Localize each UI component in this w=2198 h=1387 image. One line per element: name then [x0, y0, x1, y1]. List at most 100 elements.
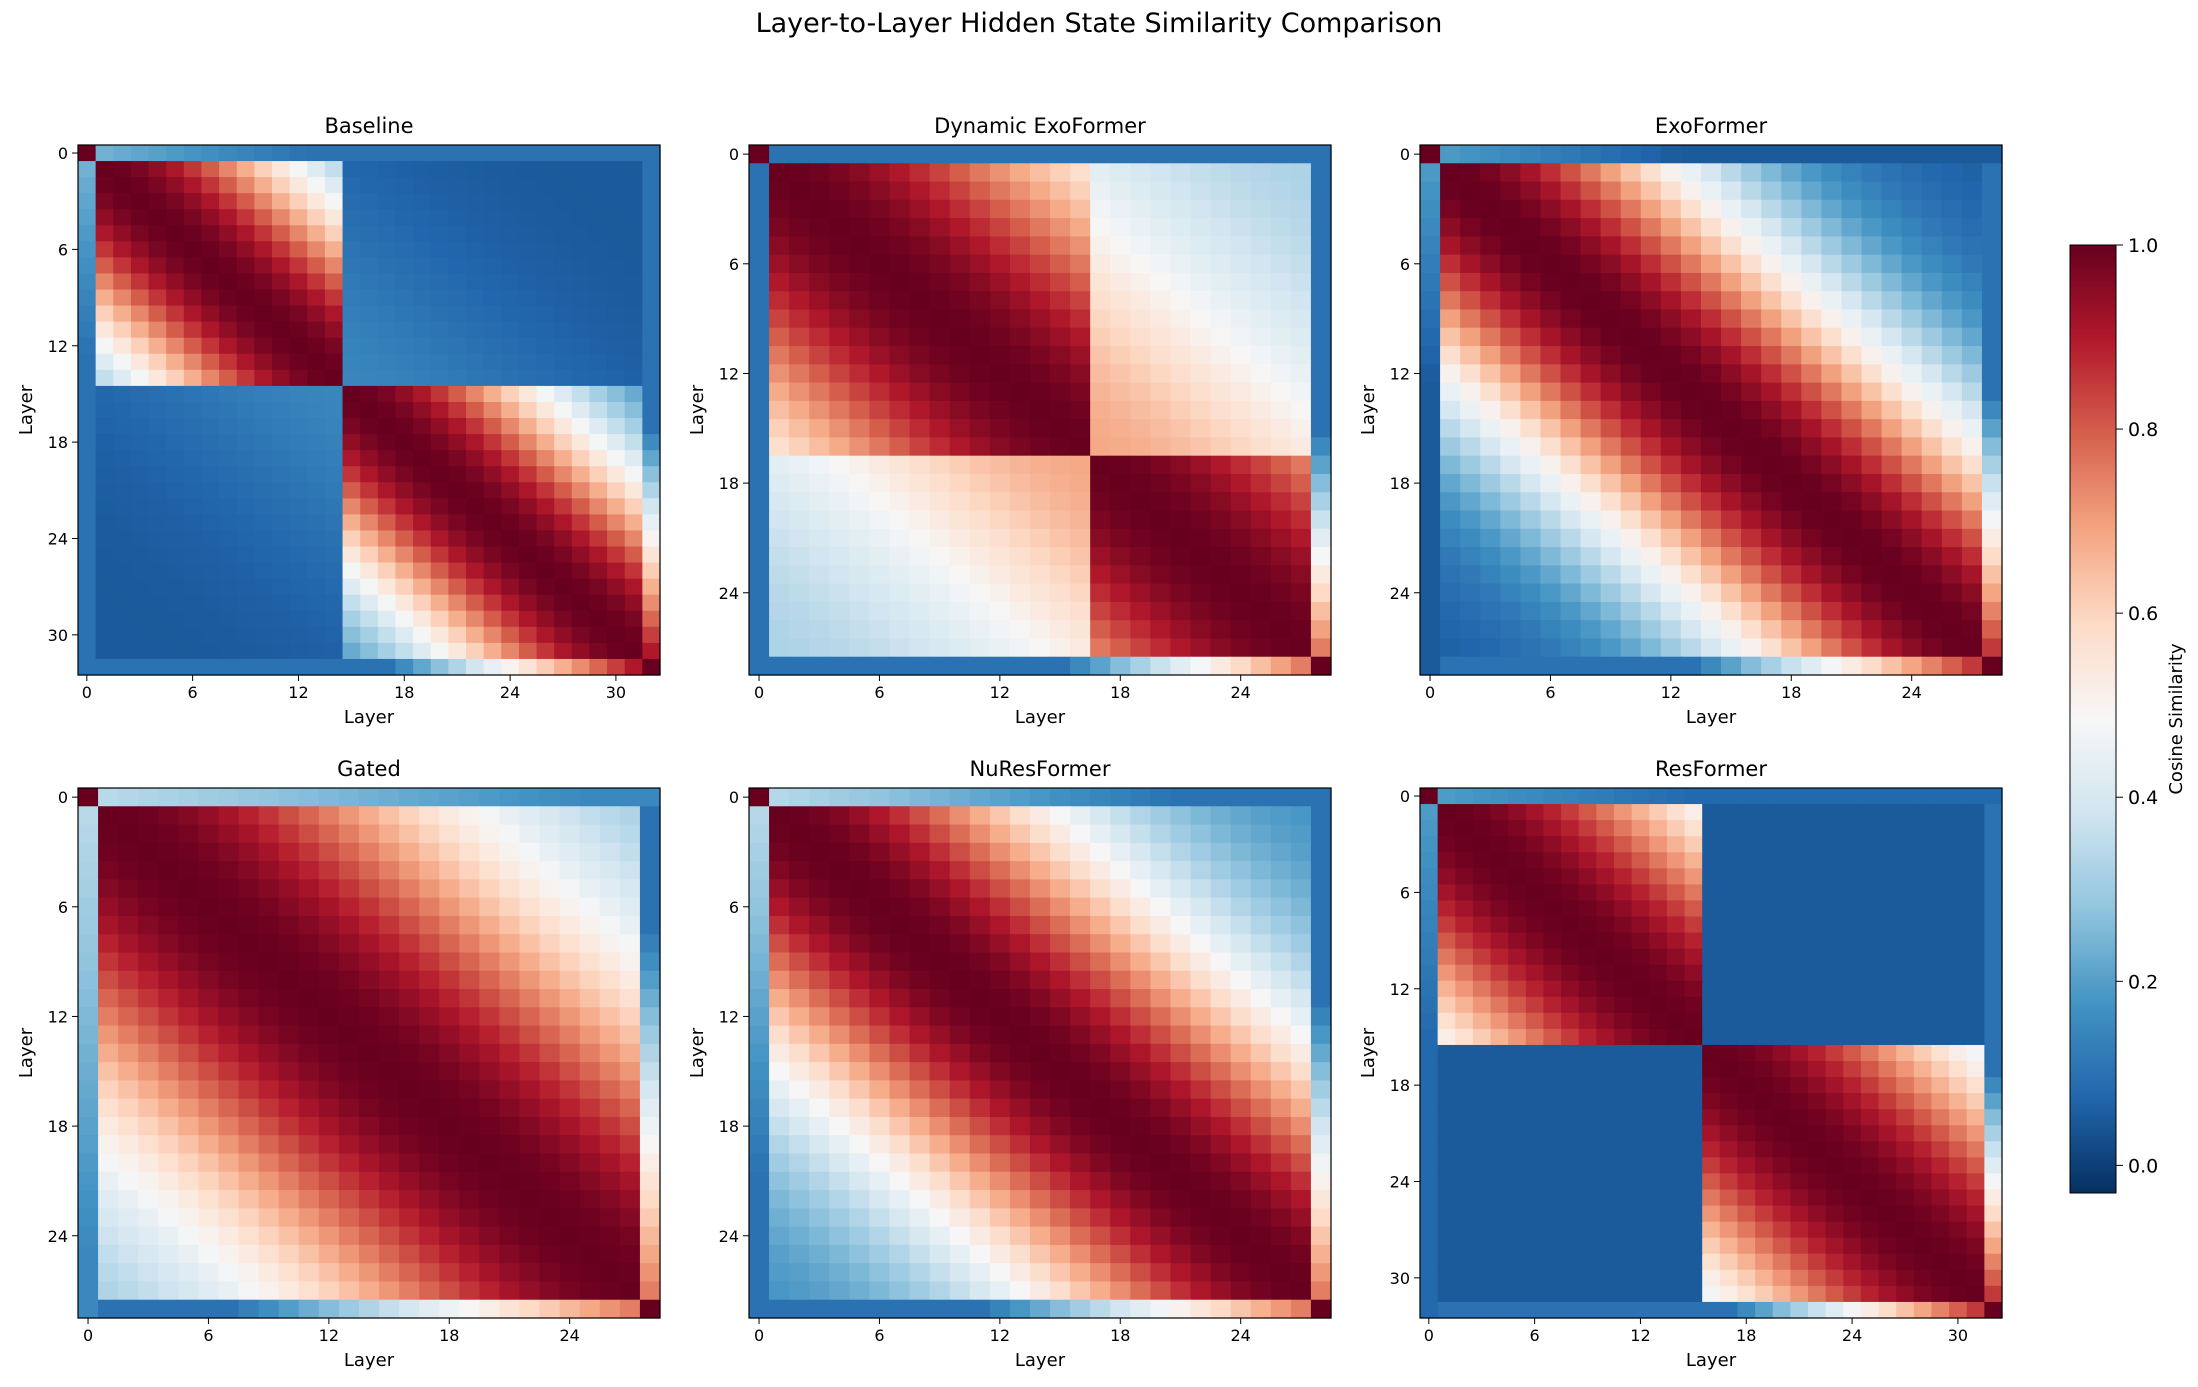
heatmap-cell	[483, 546, 502, 564]
heatmap-cell	[949, 364, 971, 384]
heatmap-cell	[158, 1244, 179, 1264]
heatmap-cell	[1781, 492, 1802, 512]
heatmap-cell	[539, 970, 561, 990]
heatmap-cell	[571, 353, 591, 371]
heatmap-cell	[158, 970, 179, 990]
heatmap-cell	[448, 434, 467, 451]
heatmap-cell	[178, 1007, 200, 1027]
heatmap-cell	[969, 492, 991, 512]
heatmap-cell	[278, 824, 300, 844]
heatmap-cell	[1210, 934, 1232, 954]
heatmap-cell	[289, 369, 308, 387]
heatmap-cell	[399, 806, 420, 826]
heatmap-cell	[829, 492, 850, 512]
heatmap-cell	[501, 578, 520, 596]
heatmap-cell	[1009, 1263, 1031, 1283]
heatmap-cell	[118, 861, 139, 880]
heatmap-cell	[1029, 970, 1051, 990]
heatmap-cell	[1009, 473, 1031, 493]
heatmap-cell	[1050, 934, 1071, 954]
heatmap-cell	[989, 1171, 1011, 1191]
heatmap-cell	[1290, 236, 1312, 256]
heatmap-cell	[1110, 254, 1131, 274]
heatmap-cell	[1480, 437, 1501, 457]
heatmap-cell	[1901, 565, 1923, 585]
heatmap-cell	[571, 321, 591, 339]
heatmap-cell	[1110, 1080, 1131, 1100]
heatmap-cell	[479, 989, 501, 1008]
heatmap-cell	[1310, 788, 1332, 807]
heatmap-cell	[1961, 565, 1983, 585]
heatmap-cell	[969, 236, 991, 256]
heatmap-cell	[278, 1098, 300, 1118]
heatmap-cell	[1480, 364, 1501, 384]
y-axis-label: Layer	[16, 1027, 37, 1078]
heatmap-cell	[1721, 400, 1742, 420]
heatmap-cell	[360, 466, 379, 483]
heatmap-cell	[1861, 473, 1883, 493]
heatmap-cell	[1290, 346, 1312, 365]
heatmap-cell	[98, 1062, 119, 1082]
heatmap-cell	[166, 225, 185, 242]
heatmap-cell	[949, 897, 971, 917]
heatmap-cell	[499, 1208, 521, 1228]
heatmap-cell	[889, 583, 911, 603]
heatmap-cell	[342, 546, 361, 564]
heatmap-cell	[1821, 327, 1843, 347]
heatmap-cell	[118, 915, 139, 935]
heatmap-cell	[201, 257, 220, 275]
heatmap-cell	[589, 434, 608, 451]
heatmap-cell	[1070, 601, 1091, 621]
heatmap-cell	[539, 842, 561, 862]
heatmap-cell	[1420, 620, 1441, 640]
heatmap-cell	[1150, 915, 1172, 935]
heatmap-cell	[789, 437, 810, 457]
heatmap-cell	[254, 241, 273, 259]
heatmap-cell	[1270, 199, 1292, 219]
heatmap-cell	[501, 594, 520, 612]
heatmap-cell	[929, 437, 951, 457]
heatmap-cell	[201, 225, 220, 242]
heatmap-cell	[949, 346, 971, 365]
heatmap-cell	[219, 514, 238, 532]
heatmap-cell	[219, 337, 238, 355]
heatmap-cell	[1600, 510, 1622, 530]
heatmap-cell	[1110, 473, 1131, 493]
heatmap-cell	[342, 610, 361, 628]
heatmap-cell	[118, 1171, 139, 1191]
heatmap-cell	[789, 291, 810, 311]
heatmap-cell	[307, 562, 326, 580]
heatmap-cell	[1009, 309, 1031, 329]
heatmap-cell	[459, 842, 480, 862]
heatmap-cell	[413, 353, 432, 371]
heatmap-cell	[1781, 145, 1802, 164]
heatmap-cell	[1130, 1153, 1151, 1173]
heatmap-cell	[518, 193, 538, 210]
heatmap-cell	[1540, 327, 1562, 347]
heatmap-cell	[1270, 620, 1292, 640]
heatmap-cell	[579, 1116, 601, 1136]
heatmap-cell	[619, 842, 641, 862]
heatmap-cell	[278, 1043, 300, 1063]
heatmap-cell	[399, 842, 420, 862]
heatmap-cell	[254, 482, 273, 499]
heatmap-cell	[338, 1025, 360, 1045]
heatmap-cell	[307, 498, 326, 515]
heatmap-cell	[483, 321, 502, 339]
heatmap-cell	[519, 970, 541, 990]
heatmap-cell	[969, 861, 991, 880]
heatmap-cell	[869, 346, 891, 365]
heatmap-cell	[1210, 218, 1232, 237]
heatmap-cell	[1070, 970, 1091, 990]
heatmap-cell	[889, 1281, 911, 1301]
heatmap-cell	[1070, 824, 1091, 844]
heatmap-cell	[219, 418, 238, 435]
heatmap-cell	[1520, 327, 1542, 347]
heatmap-cell	[78, 642, 97, 660]
heatmap-cell	[78, 824, 99, 844]
heatmap-cell	[1640, 309, 1662, 329]
heatmap-cell	[1825, 788, 1844, 805]
heatmap-cell	[809, 547, 830, 566]
heatmap-cell	[236, 321, 255, 339]
heatmap-cell	[158, 861, 179, 880]
